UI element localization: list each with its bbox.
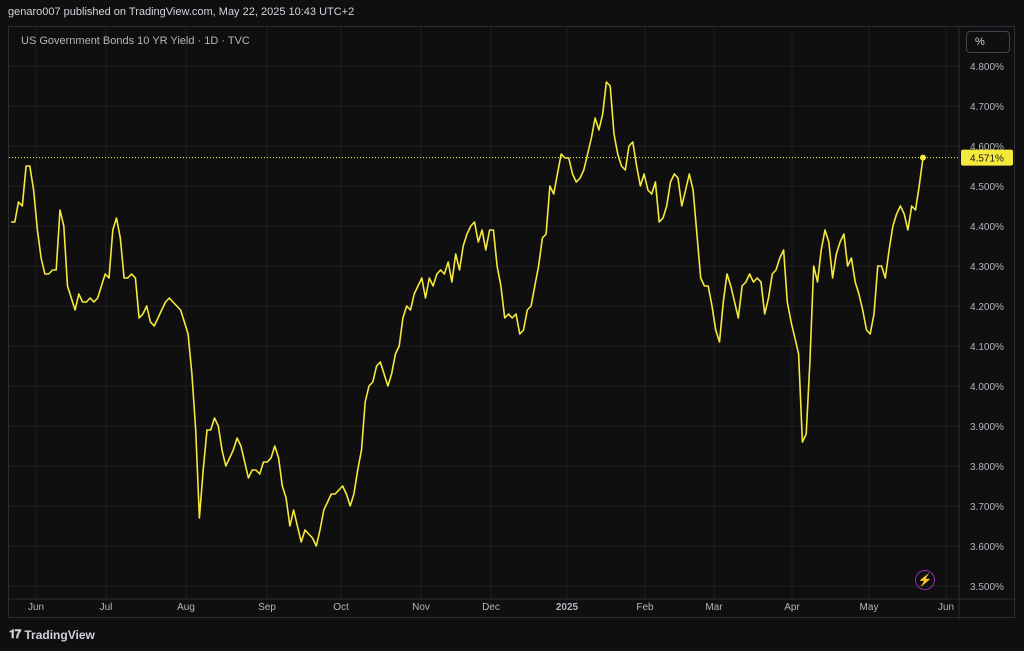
y-tick-label: 4.100% xyxy=(970,342,1004,353)
x-tick-label: Jun xyxy=(28,602,44,613)
last-price-marker xyxy=(920,154,926,161)
price-chart[interactable]: 4.800% 4.700% 4.600% 4.500% 4.400% 4.300% 4.20… xyxy=(9,27,1016,619)
x-tick-label: Aug xyxy=(177,602,195,613)
x-tick-label: Mar xyxy=(705,602,723,613)
y-tick-label: 4.800% xyxy=(970,62,1004,73)
y-tick-label: 4.300% xyxy=(970,262,1004,273)
y-tick-label: 3.800% xyxy=(970,462,1004,473)
x-tick-label: 2025 xyxy=(556,602,579,613)
x-tick-label: Jun xyxy=(938,602,954,613)
x-tick-label: Nov xyxy=(412,602,430,613)
percent-scale-button[interactable]: % xyxy=(966,31,1010,53)
lightning-icon[interactable]: ⚡ xyxy=(915,570,935,590)
x-tick-label: Feb xyxy=(636,602,654,613)
y-tick-label: 4.700% xyxy=(970,102,1004,113)
y-tick-label: 4.500% xyxy=(970,182,1004,193)
tradingview-logo[interactable]: 𝟏𝟕 TradingView xyxy=(9,627,95,642)
x-tick-label: Jul xyxy=(100,602,113,613)
y-tick-label: 3.900% xyxy=(970,422,1004,433)
x-tick-label: Dec xyxy=(482,602,500,613)
tv-logo-icon: 𝟏𝟕 xyxy=(9,627,21,641)
chart-panel[interactable]: 4.800% 4.700% 4.600% 4.500% 4.400% 4.300% 4.20… xyxy=(8,26,1016,619)
brand-name: TradingView xyxy=(24,627,95,642)
last-price-label-bg xyxy=(961,149,1013,166)
y-tick-label: 3.500% xyxy=(970,582,1004,593)
x-tick-label: May xyxy=(860,602,879,613)
y-tick-label: 4.600% xyxy=(970,142,1004,153)
y-tick-label: 3.700% xyxy=(970,502,1004,513)
last-price-label: 4.571% xyxy=(970,154,1004,165)
publisher-caption: genaro007 published on TradingView.com, … xyxy=(8,6,355,18)
symbol-title: US Government Bonds 10 YR Yield · 1D · T… xyxy=(21,35,250,47)
x-tick-label: Oct xyxy=(333,602,349,613)
x-tick-label: Apr xyxy=(784,602,800,613)
yield-line xyxy=(11,81,924,547)
y-tick-label: 4.200% xyxy=(970,302,1004,313)
y-tick-label: 4.000% xyxy=(970,382,1004,393)
y-tick-label: 3.600% xyxy=(970,542,1004,553)
x-tick-label: Sep xyxy=(258,602,276,613)
y-tick-label: 4.400% xyxy=(970,222,1004,233)
